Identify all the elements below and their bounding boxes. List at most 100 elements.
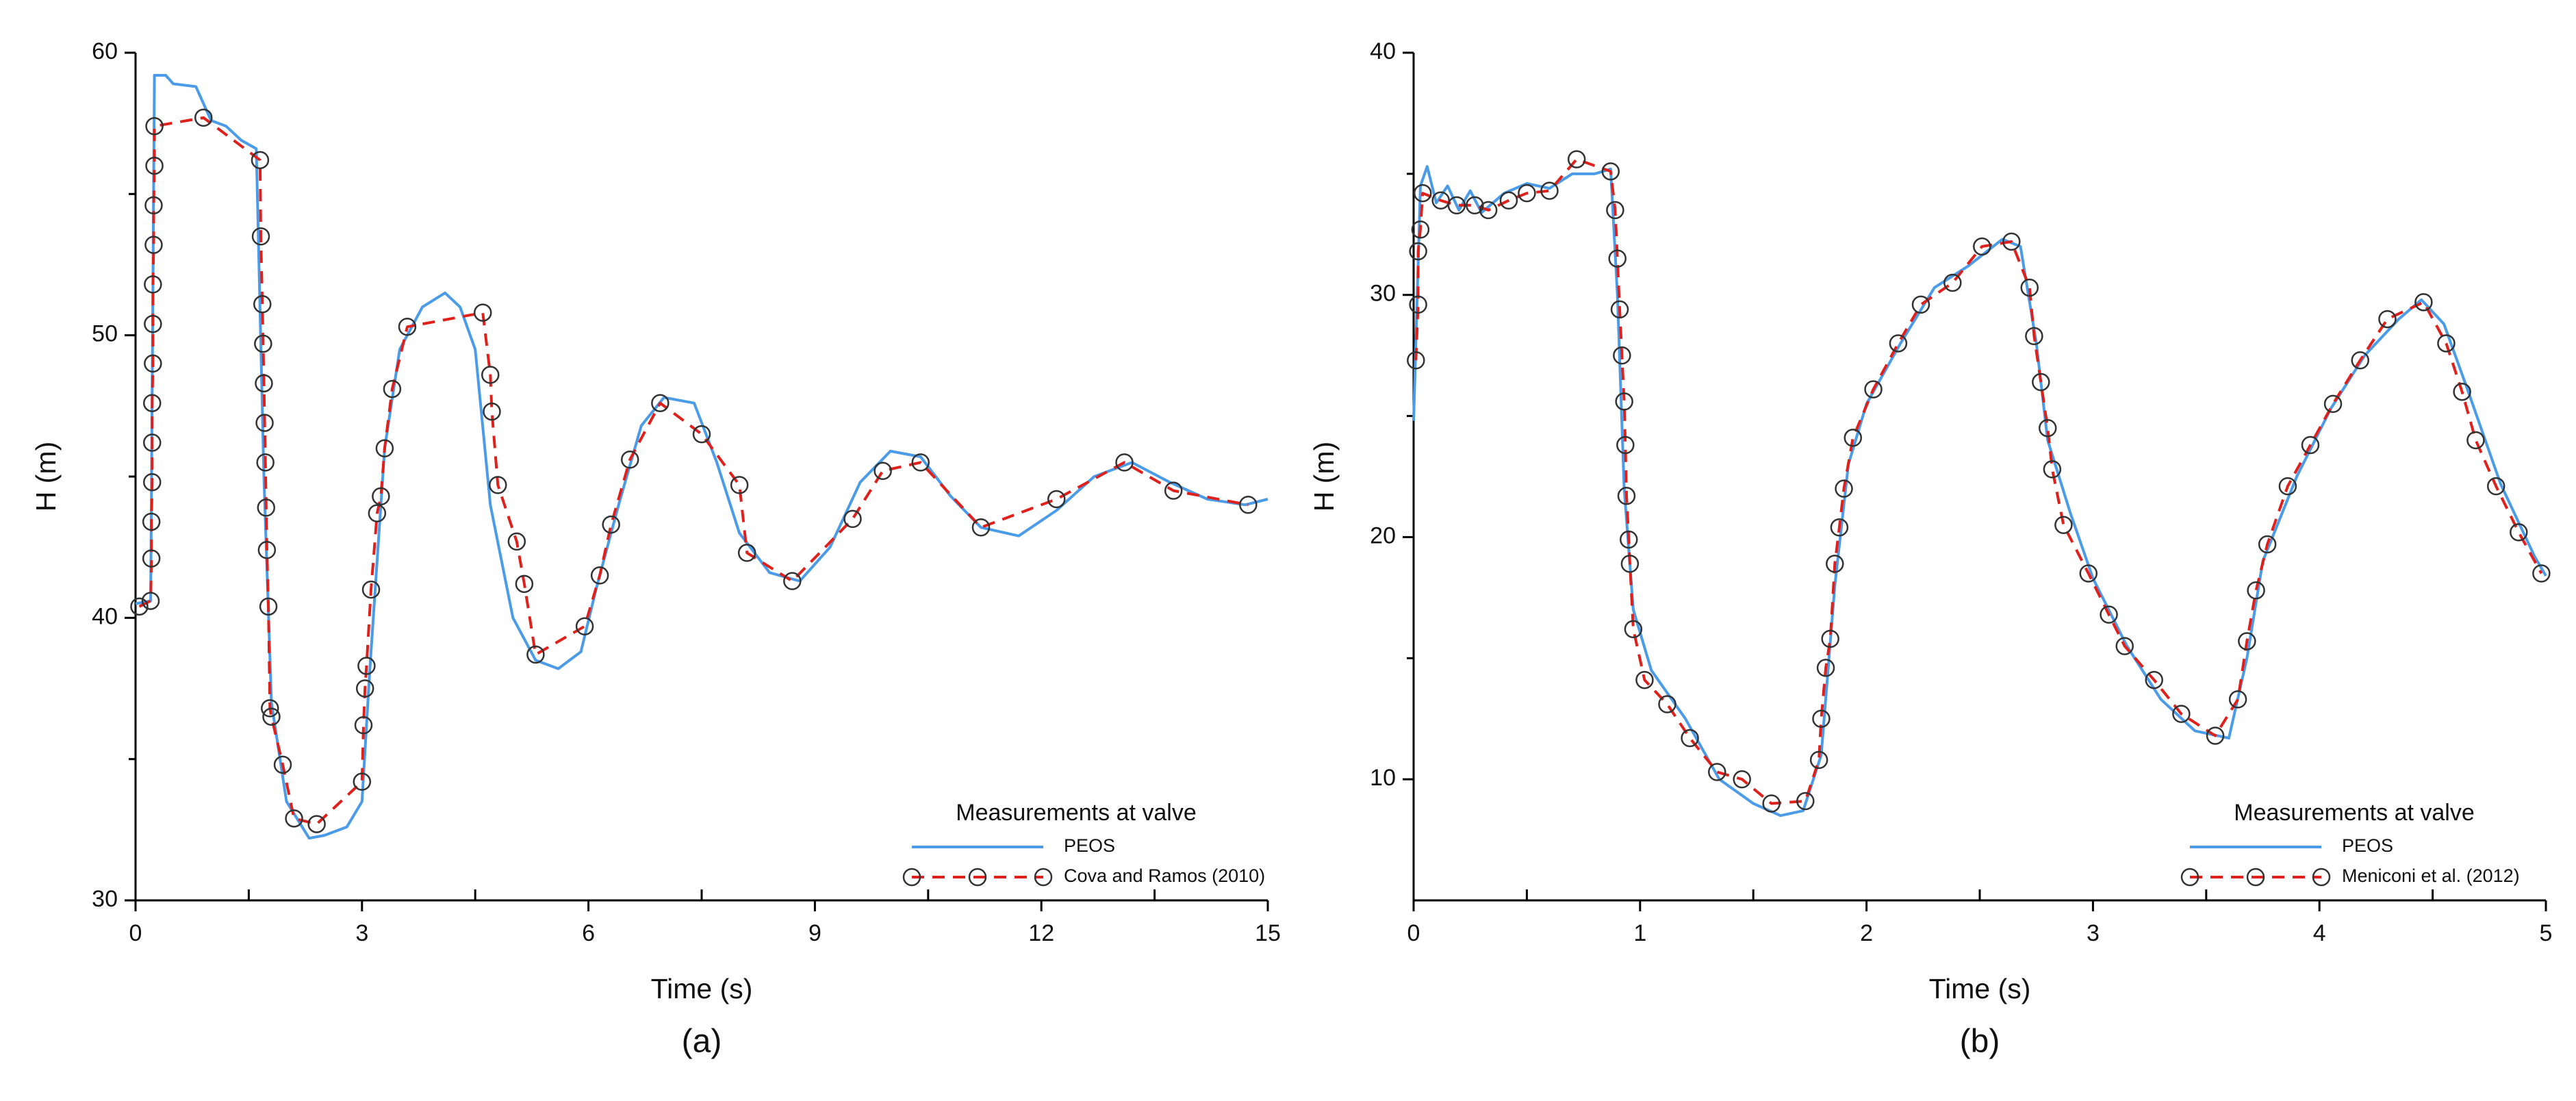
y-tick-label: 40 — [92, 603, 118, 629]
data-point — [1479, 201, 1498, 220]
data-point — [144, 236, 163, 254]
data-point — [354, 716, 373, 735]
data-point — [2228, 690, 2247, 709]
y-tick-label: 20 — [1370, 522, 1396, 548]
data-point — [1409, 242, 1427, 261]
data-point — [143, 473, 162, 492]
data-point — [481, 366, 500, 384]
data-point — [1826, 555, 1844, 573]
data-point — [2206, 726, 2225, 745]
y-axis-label: H (m) — [1308, 442, 1340, 511]
data-point — [257, 541, 277, 559]
data-point — [2172, 705, 2191, 723]
caption: (b) — [1960, 1024, 2000, 1060]
data-point — [2323, 394, 2343, 414]
data-point — [2258, 535, 2277, 554]
data-point — [144, 354, 162, 373]
data-point — [1610, 300, 1629, 319]
x-axis-label: Time (s) — [1929, 973, 2031, 1004]
data-point — [1567, 150, 1586, 168]
y-tick-label: 30 — [1370, 281, 1396, 307]
data-point — [307, 815, 326, 833]
data-point — [2414, 293, 2433, 312]
data-point — [256, 453, 275, 472]
data-point — [2043, 460, 2062, 479]
data-point — [483, 402, 501, 421]
data-point — [355, 679, 374, 698]
data-point — [1681, 729, 1699, 748]
data-point — [1973, 237, 1991, 256]
data-point — [843, 509, 862, 529]
data-point — [144, 196, 163, 215]
x-axis-label: Time (s) — [651, 973, 753, 1004]
data-point — [1540, 181, 1559, 200]
data-point — [398, 318, 417, 336]
legend-marker — [2312, 868, 2331, 887]
data-point — [1733, 770, 1751, 789]
x-tick-label: 3 — [355, 920, 368, 946]
data-point — [2002, 232, 2021, 251]
y-tick-label: 60 — [92, 38, 118, 64]
data-point — [145, 156, 164, 175]
data-point — [651, 394, 669, 412]
legend-label: PEOS — [2342, 835, 2393, 856]
data-point — [2532, 564, 2551, 583]
data-point — [737, 544, 756, 562]
data-point — [251, 151, 270, 170]
series-line — [1412, 165, 2547, 818]
legend-marker — [902, 868, 921, 887]
legend-label: Meniconi et al. (2012) — [2342, 865, 2520, 886]
data-point — [368, 504, 387, 522]
data-point — [2510, 523, 2528, 542]
data-point — [2020, 278, 2039, 297]
data-point — [144, 275, 162, 294]
data-point — [1613, 346, 1631, 365]
data-point — [372, 487, 390, 506]
data-point — [2238, 632, 2256, 650]
data-point — [194, 108, 213, 127]
data-point — [1239, 496, 1258, 514]
legend-title: Measurements at valve — [956, 800, 1197, 826]
data-point — [2100, 605, 2118, 624]
data-point — [1115, 453, 1134, 472]
data-point — [254, 334, 272, 353]
data-point — [1620, 530, 1638, 549]
data-point — [2437, 334, 2456, 353]
data-point — [489, 476, 507, 494]
data-point — [590, 566, 609, 585]
data-point — [1615, 392, 1633, 411]
data-point — [1762, 794, 1781, 813]
data-point — [2054, 516, 2073, 534]
data-point — [692, 425, 711, 444]
data-point — [2466, 431, 2485, 450]
x-tick-label: 12 — [1028, 920, 1054, 946]
x-tick-label: 5 — [2540, 920, 2553, 946]
data-point — [1606, 201, 1624, 220]
x-tick-label: 2 — [1860, 920, 1873, 946]
data-point — [526, 645, 545, 664]
data-point — [130, 597, 149, 616]
data-point — [873, 461, 892, 480]
data-point — [1447, 196, 1466, 215]
y-axis-label: H (m) — [30, 442, 62, 511]
data-point — [1466, 196, 1484, 215]
data-point — [375, 439, 394, 457]
legend-label: Cova and Ramos (2010) — [1064, 865, 1265, 886]
data-point — [507, 532, 526, 551]
data-point — [145, 117, 164, 136]
data-point — [361, 580, 381, 599]
data-point — [1911, 295, 1930, 314]
y-tick-label: 30 — [92, 886, 118, 912]
data-point — [1518, 184, 1536, 203]
chart: 30 40 50 60 0 3 6 9 12 15 Time (s) H (m) (a) Measurem… — [30, 38, 1281, 1060]
data-point — [1411, 220, 1430, 239]
data-point — [2301, 435, 2320, 455]
data-point — [1499, 191, 1518, 210]
data-point — [602, 515, 620, 534]
data-point — [1864, 380, 1883, 398]
data-point — [1601, 162, 1620, 181]
data-point — [357, 657, 376, 675]
data-point — [2115, 637, 2134, 655]
data-point — [2486, 477, 2505, 496]
